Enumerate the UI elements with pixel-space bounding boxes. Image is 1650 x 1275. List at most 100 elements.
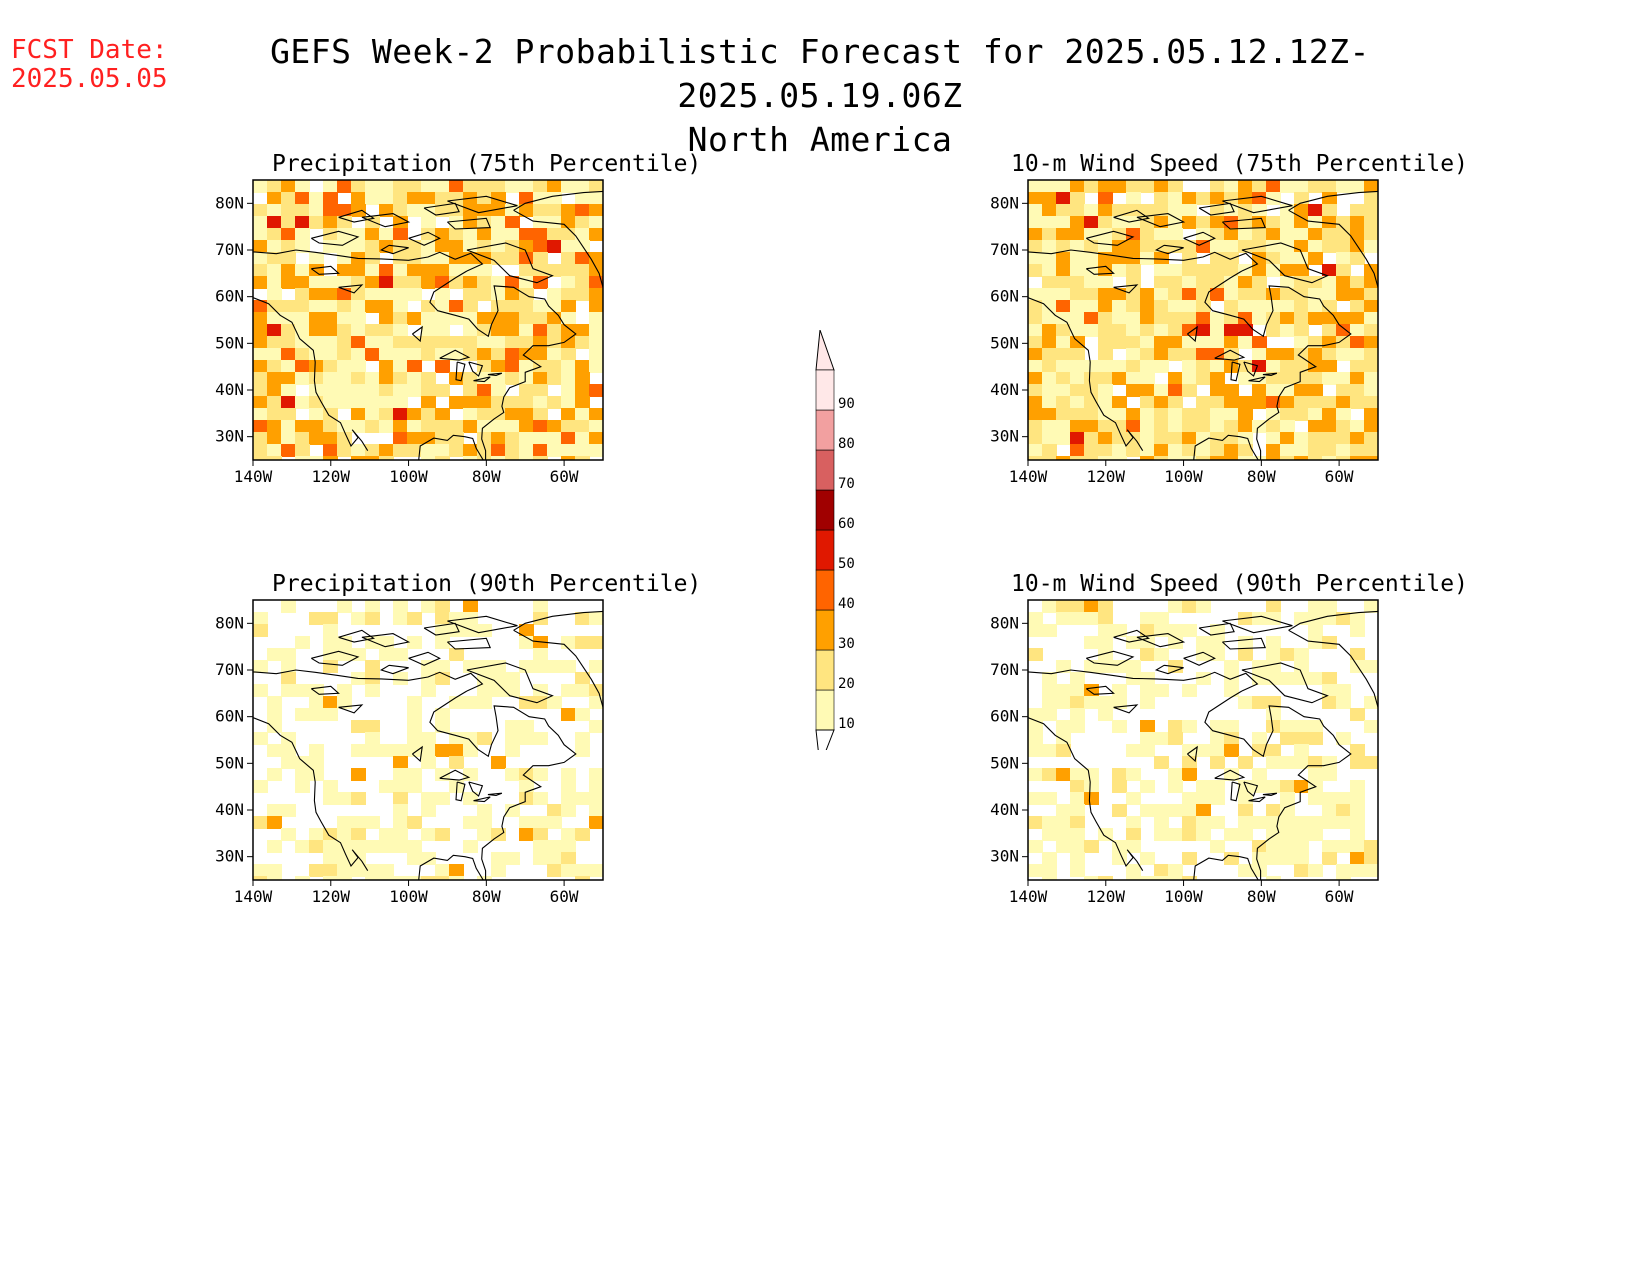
field-cell [1028,444,1043,457]
field-cell [309,324,324,337]
field-cell [1336,180,1351,193]
field-cell [1364,756,1378,769]
field-cell [1280,840,1295,853]
field-cell [1308,672,1323,685]
field-cell [491,672,506,685]
field-cell [295,180,310,193]
field-cell [365,408,380,421]
field-cell [267,192,282,205]
field-cell [449,420,464,433]
lat-tick-label: 40N [990,800,1019,819]
field-cell [1308,456,1323,460]
field-cell [337,240,352,253]
field-cell [1140,456,1155,460]
field-cell [1322,432,1337,445]
field-cell [1028,240,1043,253]
field-cell [365,240,380,253]
field-cell [1308,600,1323,613]
field-cell [505,456,520,460]
field-cell [1056,720,1071,733]
coastline [253,717,369,871]
field-cell [519,396,534,409]
field-cell [421,660,436,673]
field-cell [575,684,590,697]
field-cell [1336,684,1351,697]
field-cell [267,840,282,853]
field-cell [1322,636,1337,649]
field-cell [351,444,366,457]
field-cell [421,180,436,193]
field-cell [1196,408,1211,421]
field-cell [1140,228,1155,241]
field-cell [1364,192,1378,205]
field-cell [547,660,562,673]
field-cell [309,408,324,421]
field-cell [365,372,380,385]
field-cell [519,660,534,673]
forecast-date-value: 2025.05.05 [11,64,168,94]
field-cell [505,204,520,217]
field-cell [477,180,492,193]
field-cell [1182,852,1197,865]
field-cell [491,324,506,337]
field-cell [407,768,422,781]
field-cell [519,204,534,217]
field-cell [463,420,478,433]
field-cell [435,768,450,781]
field-cell [1168,192,1183,205]
coastline [418,854,484,880]
field-cell [379,384,394,397]
field-cell [1210,384,1225,397]
field-cell [561,240,576,253]
field-cell [1028,816,1043,829]
field-cell [1350,756,1365,769]
field-cell [1336,348,1351,361]
field-cell [1070,708,1085,721]
map-frame [1027,599,1379,881]
panel-precip-75: Precipitation (75th Percentile) 80N 70N 60… [205,148,701,518]
field-cell [323,384,338,397]
field-cell [1196,360,1211,373]
probability-field [1028,180,1378,460]
field-cell [351,180,366,193]
field-cell [491,444,506,457]
field-cell [365,228,380,241]
field-cell [1308,228,1323,241]
field-cell [1266,360,1281,373]
field-cell [435,660,450,673]
field-cell [589,312,603,325]
field-cell [519,180,534,193]
field-cell [1308,732,1323,745]
field-cell [1294,744,1309,757]
field-cell [1084,384,1099,397]
field-cell [1336,288,1351,301]
field-cell [1294,204,1309,217]
field-cell [1364,864,1378,877]
field-cell [1126,792,1141,805]
field-cell [1140,180,1155,193]
coastline [447,195,518,214]
field-cell [1336,252,1351,265]
field-cell [1070,612,1085,625]
field-cell [295,300,310,313]
field-cell [561,348,576,361]
coastline [1028,297,1144,451]
field-cell [505,372,520,385]
field-cell [267,216,282,229]
field-cell [421,744,436,757]
field-cell [1042,312,1057,325]
field-cell [1224,216,1239,229]
field-cell [1350,456,1365,460]
field-cell [1336,696,1351,709]
figure-title-line1: GEFS Week-2 Probabilistic Forecast for 2… [270,32,1370,115]
field-cell [1070,444,1085,457]
field-cell [589,684,603,697]
field-cell [1350,348,1365,361]
field-cell [1364,396,1378,409]
field-cell [1126,876,1141,880]
field-cell [295,444,310,457]
field-cell [1238,372,1253,385]
lon-tick-label: 120W [1087,887,1126,906]
field-cell [1238,636,1253,649]
field-cell [519,696,534,709]
